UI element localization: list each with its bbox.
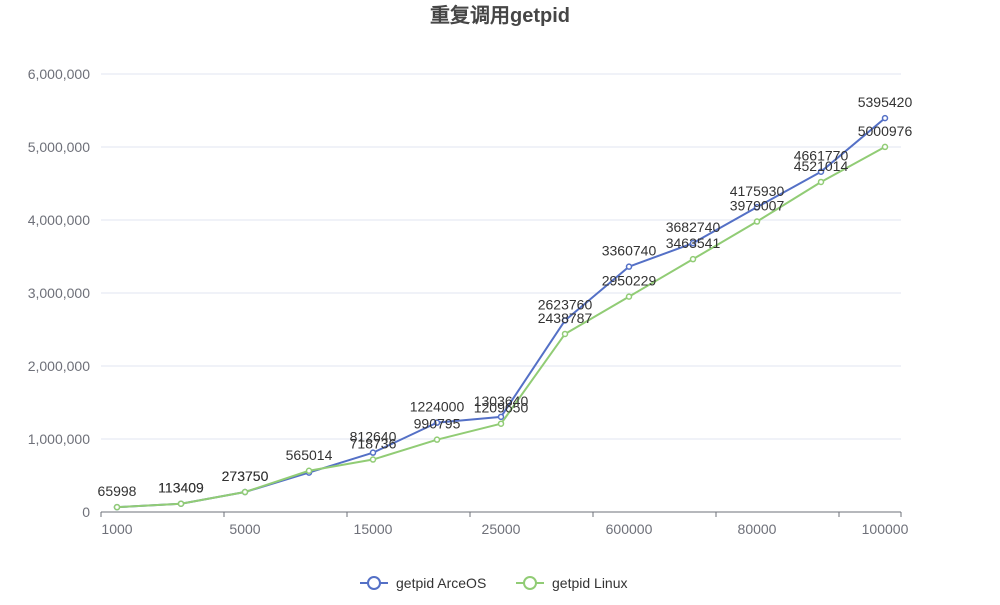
data-label: 812640 [350,429,397,445]
data-label: 65998 [98,483,137,499]
chart-title: 重复调用getpid [430,3,570,27]
legend-item-arceos[interactable]: getpid ArceOS [360,575,486,591]
data-point[interactable] [817,168,825,175]
data-point[interactable] [369,449,377,456]
x-tick-label: 15000 [354,521,393,537]
data-label: 4175930 [730,183,785,199]
data-label: 2623760 [538,296,593,312]
data-label: 2950229 [602,273,657,289]
data-label: 990795 [414,416,461,432]
data-point[interactable] [625,263,633,270]
data-label: 565014 [286,447,333,463]
data-point[interactable] [561,317,569,324]
x-tick-label: 80000 [738,521,777,537]
data-point[interactable] [753,203,761,211]
data-label: 2438787 [538,310,593,326]
y-tick-label: 6,000,000 [28,66,90,82]
data-label: 5395420 [858,94,913,110]
data-point[interactable] [369,456,377,463]
legend[interactable]: getpid ArceOS getpid Linux [360,575,628,591]
data-point[interactable] [497,413,505,421]
series-group [113,114,889,511]
series-linux [113,143,889,511]
y-tick-label: 3,000,000 [28,285,90,301]
y-tick-label: 5,000,000 [28,139,90,155]
x-tick-label: 600000 [606,521,653,537]
data-label: 1224000 [410,399,465,415]
data-point[interactable] [305,467,313,475]
x-tick-label: 100000 [862,521,909,537]
data-labels: 65998 113409 273750 812640 1224000 1303640 262… [98,94,913,499]
x-tick-label: 1000 [101,521,132,537]
data-label: 718736 [350,436,397,452]
data-label: 5000976 [858,123,913,139]
data-point[interactable] [241,488,249,496]
legend-label: getpid ArceOS [396,575,486,591]
data-label: 3979007 [730,198,785,214]
axes: 0 1,000,000 2,000,000 3,000,000 4,000,000 5,0… [28,66,909,537]
grid [101,73,901,440]
series-line [116,117,886,509]
data-label: 273750 [222,468,269,484]
data-point[interactable] [881,114,889,122]
data-label: 4661770 [794,148,849,164]
data-point[interactable] [817,178,825,186]
legend-item-linux[interactable]: getpid Linux [516,575,628,591]
data-label: 3360740 [602,243,657,259]
data-point[interactable] [881,143,889,151]
data-point[interactable] [689,239,697,247]
series-arceos [113,114,889,511]
y-tick-label: 2,000,000 [28,358,90,374]
data-label: 273750 [222,468,269,484]
data-point[interactable] [497,420,505,427]
data-point[interactable] [689,255,697,263]
data-point[interactable] [753,218,761,225]
data-point[interactable] [561,330,569,338]
data-label: 4521014 [794,158,849,174]
y-tick-label: 1,000,000 [28,431,90,447]
x-tick-label: 5000 [229,521,260,537]
data-label: 113409 [158,480,204,496]
x-tick-label: 25000 [482,521,521,537]
data-label: 3463541 [666,235,721,251]
data-point[interactable] [433,436,441,443]
legend-label: getpid Linux [552,575,628,591]
data-point[interactable] [433,419,441,426]
data-point[interactable] [177,500,185,507]
y-tick-label: 0 [82,504,90,520]
data-point[interactable] [625,293,633,300]
y-tick-label: 4,000,000 [28,212,90,228]
data-label: 1303640 [474,393,529,409]
data-label: 1209650 [474,400,529,416]
legend-marker-icon [367,576,381,590]
data-point[interactable] [113,503,121,511]
legend-marker-icon [523,576,537,590]
data-label: 113409 [158,480,204,496]
data-label: 3682740 [666,219,721,235]
